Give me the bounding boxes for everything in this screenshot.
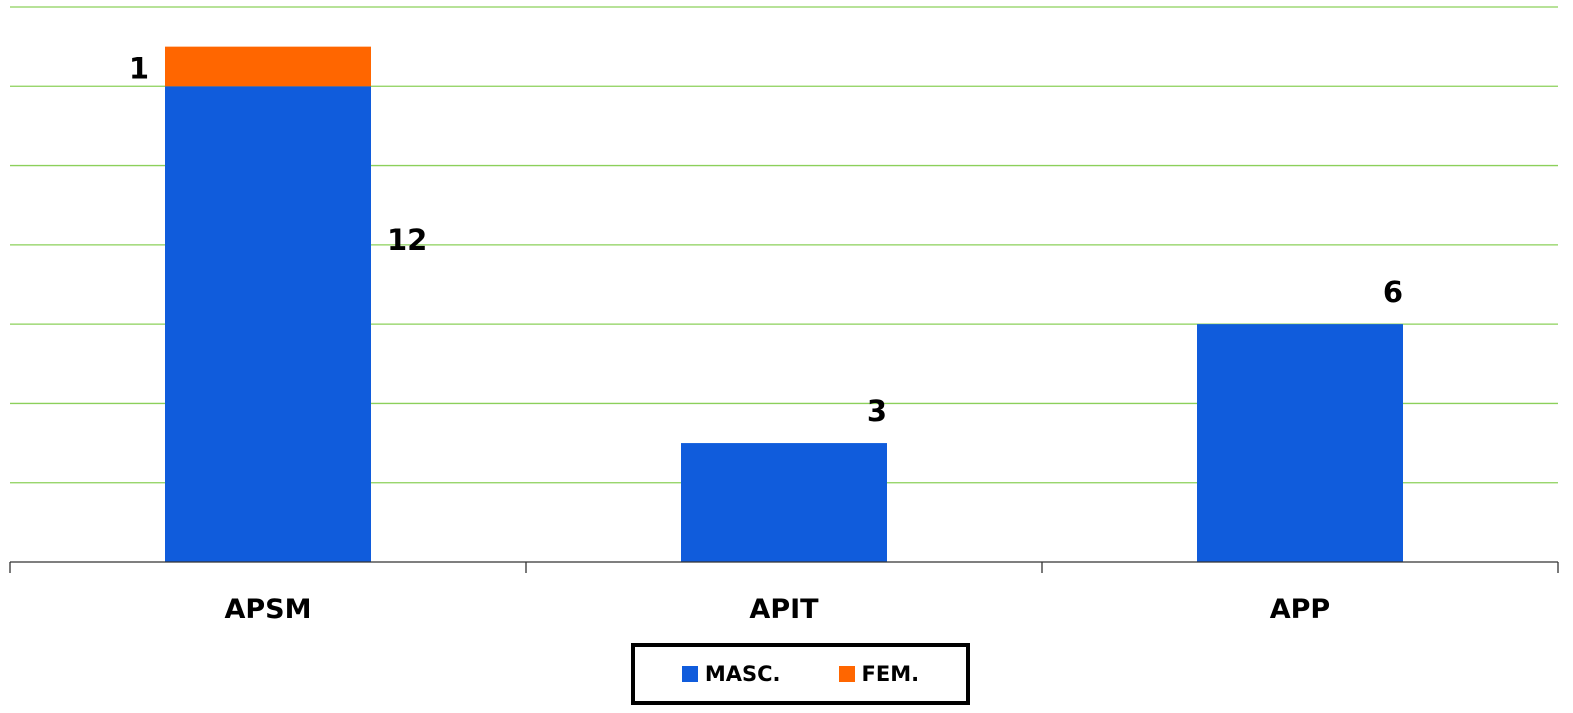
legend-label-fem: FEM. [861,662,920,686]
x-tick-label-apsm: APSM [225,594,312,625]
data-label-apsm-fem: 1 [129,51,149,85]
legend-item-masc: MASC. [681,662,781,686]
x-tick-label-apit: APIT [749,594,819,625]
bar-apsm-masc [165,86,371,563]
legend-item-fem: FEM. [838,662,920,686]
x-axis: APSM APIT APP [9,561,1559,625]
data-label-apsm-masc: 12 [387,223,427,257]
x-tick-label-app: APP [1270,594,1330,625]
data-labels: 1 12 3 6 [129,51,1403,428]
bars [165,46,1403,563]
legend: MASC. FEM. [631,643,970,705]
legend-swatch-fem [838,666,855,682]
data-label-apit-masc: 3 [867,394,887,428]
bar-apit-masc [681,443,887,562]
data-label-app-masc: 6 [1383,275,1403,309]
bar-apsm-fem [165,46,371,87]
legend-label-masc: MASC. [704,662,781,686]
legend-swatch-masc [681,666,698,682]
bar-app-masc [1197,324,1403,562]
